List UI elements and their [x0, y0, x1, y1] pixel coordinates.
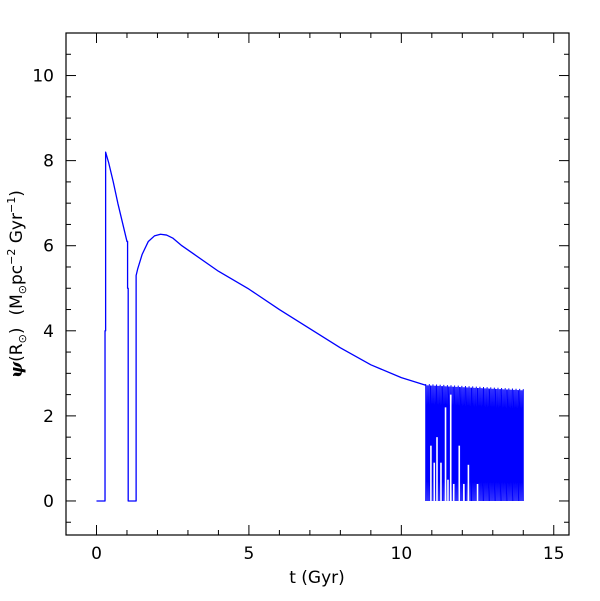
y-axis-label-psi: ψ — [7, 361, 27, 378]
y-axis-label-close1: ) — [7, 328, 27, 335]
y-tick-label: 4 — [43, 322, 54, 342]
y-axis-label-open1: (R — [7, 343, 27, 362]
series-group — [96, 151, 524, 502]
y-tick-label: 6 — [43, 237, 54, 257]
y-axis-label-exp2: −1 — [5, 197, 18, 213]
y-tick-label: 8 — [43, 152, 54, 172]
y-axis-label-exp1: −2 — [5, 249, 18, 265]
x-axis-label: t (Gyr) — [289, 568, 345, 588]
y-axis-label-close2: ) — [7, 190, 27, 197]
tick-labels-group: 0 5 10 15 0 2 4 6 8 10 — [32, 67, 564, 564]
y-axis-label: ψ(R⊙)(M⊙pc−2 Gyr−1) — [5, 190, 29, 378]
plot-frame — [65, 32, 570, 536]
y-axis-label-pc: pc — [7, 265, 27, 285]
x-tick-label: 5 — [243, 544, 254, 564]
y-axis-label-sun2: ⊙ — [16, 285, 29, 294]
x-tick-label: 10 — [391, 544, 413, 564]
x-tick-label: 15 — [543, 544, 565, 564]
ticks-group — [65, 32, 569, 535]
x-tick-label: 0 — [91, 544, 102, 564]
y-tick-label: 10 — [32, 67, 54, 87]
y-axis-label-open2: (M — [7, 294, 27, 315]
y-tick-label: 0 — [43, 492, 54, 512]
y-axis-label-gyr: Gyr — [7, 213, 27, 249]
sfr-line — [96, 151, 426, 502]
y-axis-label-sun: ⊙ — [16, 334, 29, 343]
y-tick-label: 2 — [43, 407, 54, 427]
plot-frame-group — [65, 32, 570, 536]
